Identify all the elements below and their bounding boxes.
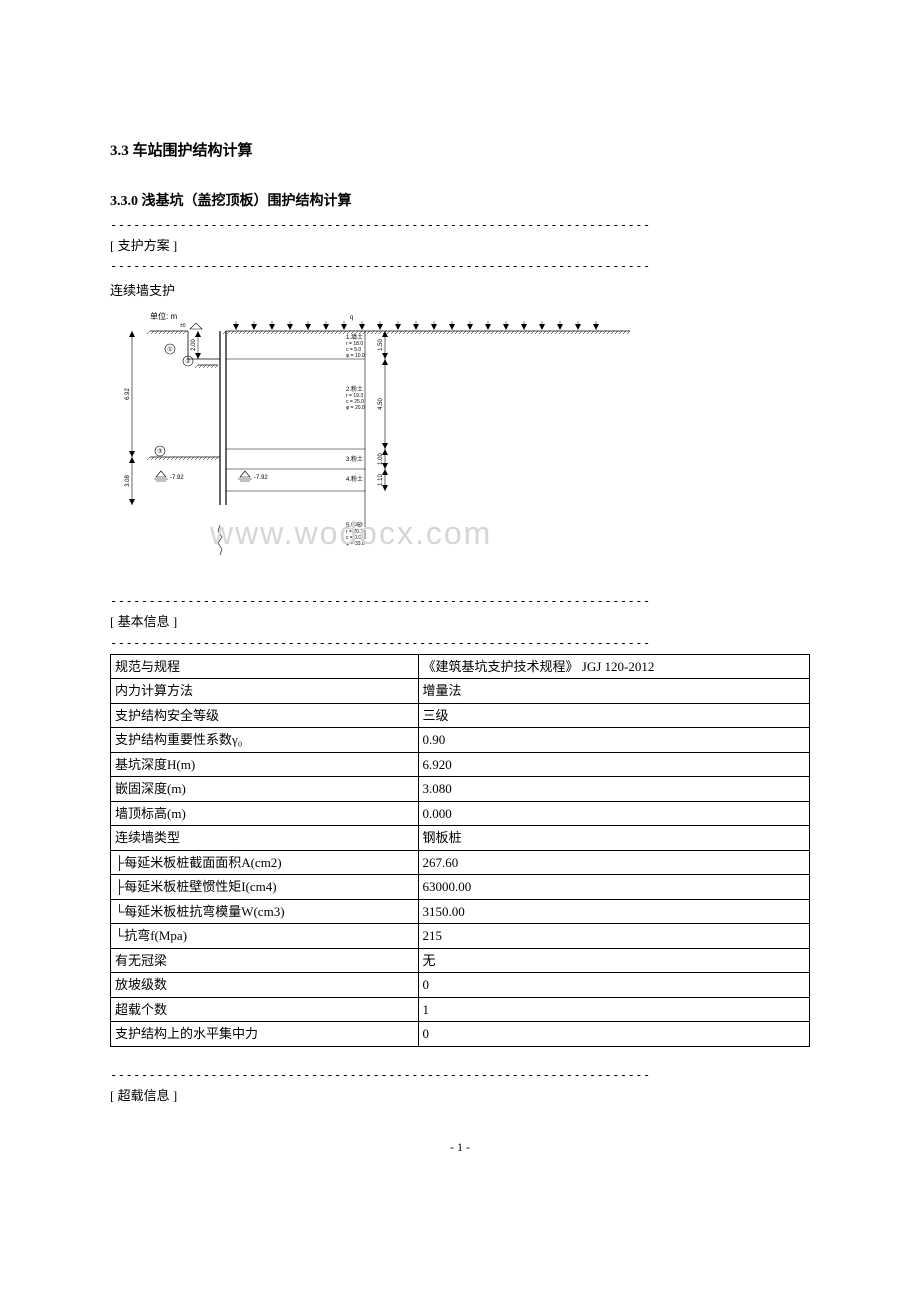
table-cell-value: 无 [418, 948, 809, 973]
table-cell-value: 0.90 [418, 728, 809, 753]
table-cell-value: 3150.00 [418, 899, 809, 924]
table-cell-key: └每延米板桩抗弯模量W(cm3) [111, 899, 419, 924]
table-cell-key: 规范与规程 [111, 654, 419, 679]
svg-text:①: ① [167, 346, 172, 353]
table-cell-value: 0 [418, 1022, 809, 1047]
svg-text:φ = 33.0: φ = 33.0 [346, 541, 365, 547]
section-label-support: [ 支护方案 ] [110, 236, 810, 256]
svg-text:±0: ±0 [180, 323, 186, 329]
table-cell-key: ├每延米板桩截面面积A(cm2) [111, 850, 419, 875]
svg-text:-7.92: -7.92 [170, 475, 184, 481]
table-row: 支护结构重要性系数γ₀0.90 [111, 728, 810, 753]
table-row: 内力计算方法增量法 [111, 679, 810, 704]
table-cell-key: ├每延米板桩壁惯性矩I(cm4) [111, 875, 419, 900]
svg-text:2.粉土: 2.粉土 [346, 385, 363, 393]
table-row: 支护结构上的水平集中力0 [111, 1022, 810, 1047]
svg-text:1.00: 1.00 [378, 452, 384, 464]
table-cell-key: └抗弯f(Mpa) [111, 924, 419, 949]
table-cell-value: 0.000 [418, 801, 809, 826]
table-row: 有无冠梁无 [111, 948, 810, 973]
table-row: ├每延米板桩壁惯性矩I(cm4)63000.00 [111, 875, 810, 900]
heading-1: 3.3 车站围护结构计算 [110, 140, 810, 163]
table-row: ├每延米板桩截面面积A(cm2)267.60 [111, 850, 810, 875]
diagram: 单位: m1.填土r = 18.0c = 5.0φ = 10.02.粉土r = … [110, 309, 810, 575]
table-cell-key: 嵌固深度(m) [111, 777, 419, 802]
table-cell-value: 215 [418, 924, 809, 949]
svg-text:4.粉土: 4.粉土 [346, 475, 363, 483]
table-row: 规范与规程《建筑基坑支护技术规程》 JGJ 120-2012 [111, 654, 810, 679]
basic-info-table: 规范与规程《建筑基坑支护技术规程》 JGJ 120-2012内力计算方法增量法支… [110, 654, 810, 1047]
table-cell-key: 连续墙类型 [111, 826, 419, 851]
table-cell-key: 有无冠梁 [111, 948, 419, 973]
svg-text:4.50: 4.50 [378, 397, 384, 409]
table-cell-key: 墙顶标高(m) [111, 801, 419, 826]
svg-text:②: ② [185, 358, 190, 365]
table-row: 放坡级数0 [111, 973, 810, 998]
table-row: └每延米板桩抗弯模量W(cm3)3150.00 [111, 899, 810, 924]
section-label-basic: [ 基本信息 ] [110, 612, 810, 632]
svg-text:q: q [350, 315, 353, 321]
table-row: 墙顶标高(m)0.000 [111, 801, 810, 826]
table-cell-value: 6.920 [418, 752, 809, 777]
table-cell-value: 三级 [418, 703, 809, 728]
svg-text:-7.92: -7.92 [254, 475, 268, 481]
table-cell-key: 支护结构上的水平集中力 [111, 1022, 419, 1047]
svg-text:③: ③ [157, 448, 162, 455]
table-row: 连续墙类型钢板桩 [111, 826, 810, 851]
svg-text:1.填土: 1.填土 [346, 333, 363, 341]
svg-text:φ = 20.0: φ = 20.0 [346, 405, 365, 411]
divider: ----------------------------------------… [110, 257, 810, 275]
table-cell-key: 超载个数 [111, 997, 419, 1022]
divider: ----------------------------------------… [110, 216, 810, 234]
svg-text:单位: m: 单位: m [150, 311, 177, 321]
table-cell-key: 内力计算方法 [111, 679, 419, 704]
svg-text:3.08: 3.08 [125, 474, 131, 486]
table-cell-key: 基坑深度H(m) [111, 752, 419, 777]
svg-text:3.粉土: 3.粉土 [346, 455, 363, 463]
table-cell-value: 钢板桩 [418, 826, 809, 851]
svg-text:φ = 10.0: φ = 10.0 [346, 353, 365, 359]
table-cell-key: 支护结构重要性系数γ₀ [111, 728, 419, 753]
table-cell-value: 3.080 [418, 777, 809, 802]
table-cell-value: 增量法 [418, 679, 809, 704]
table-row: 支护结构安全等级三级 [111, 703, 810, 728]
table-cell-value: 《建筑基坑支护技术规程》 JGJ 120-2012 [418, 654, 809, 679]
table-cell-value: 63000.00 [418, 875, 809, 900]
table-row: 嵌固深度(m)3.080 [111, 777, 810, 802]
svg-text:5.中砂: 5.中砂 [346, 521, 363, 529]
table-row: 超载个数1 [111, 997, 810, 1022]
svg-text:1.50: 1.50 [378, 338, 384, 350]
section-label-overload: [ 超载信息 ] [110, 1086, 810, 1106]
support-scheme-text: 连续墙支护 [110, 281, 810, 301]
svg-text:6.92: 6.92 [125, 387, 131, 399]
table-cell-key: 支护结构安全等级 [111, 703, 419, 728]
divider: ----------------------------------------… [110, 1066, 810, 1084]
page-number: - 1 - [110, 1138, 810, 1156]
table-cell-value: 0 [418, 973, 809, 998]
table-row: 基坑深度H(m)6.920 [111, 752, 810, 777]
divider: ----------------------------------------… [110, 634, 810, 652]
svg-text:1.10: 1.10 [378, 473, 384, 485]
heading-2: 3.3.0 浅基坑（盖挖顶板）围护结构计算 [110, 191, 810, 212]
table-cell-value: 267.60 [418, 850, 809, 875]
table-row: └抗弯f(Mpa)215 [111, 924, 810, 949]
svg-text:2.00: 2.00 [191, 338, 197, 350]
divider: ----------------------------------------… [110, 592, 810, 610]
table-cell-key: 放坡级数 [111, 973, 419, 998]
table-cell-value: 1 [418, 997, 809, 1022]
